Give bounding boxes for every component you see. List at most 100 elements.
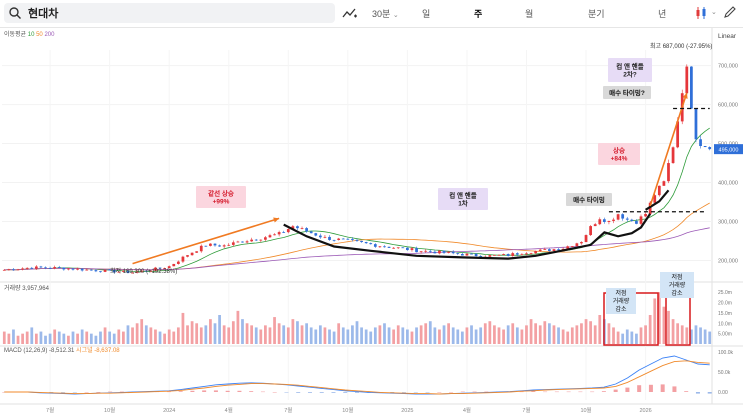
candle-body xyxy=(186,255,189,257)
macd-histogram-bar xyxy=(390,392,395,393)
macd-histogram-bar xyxy=(449,392,454,393)
candle-body xyxy=(25,267,29,269)
candle-body xyxy=(21,268,24,270)
candle-body xyxy=(589,226,592,236)
macd-histogram-bar xyxy=(531,391,536,392)
candle-body xyxy=(80,268,84,271)
volume-bar xyxy=(282,325,286,344)
volume-bar xyxy=(149,327,153,344)
tab-week[interactable]: 주 xyxy=(474,9,483,19)
volume-bar xyxy=(341,327,345,344)
volume-bar xyxy=(497,327,501,344)
macd-histogram-bar xyxy=(578,391,583,393)
volume-bar xyxy=(644,325,647,344)
volume-bar xyxy=(662,306,666,344)
volume-tick-label: 15.0m xyxy=(718,311,732,317)
volume-bar xyxy=(699,327,702,344)
candle-body xyxy=(360,240,363,243)
macd-histogram-bar xyxy=(284,392,289,393)
volume-bar xyxy=(48,333,52,344)
price-tick-label: 400,000 xyxy=(718,181,738,187)
search-input[interactable] xyxy=(28,5,328,21)
tab-year[interactable]: 년 xyxy=(658,9,667,19)
top-toolbar: 30분 ⌄ 일 주 월 분기 년 ⌄ xyxy=(0,0,743,28)
volume-bar xyxy=(332,331,336,344)
candle-style-icon[interactable] xyxy=(694,5,710,21)
volume-bar xyxy=(552,325,556,344)
candle-body xyxy=(612,219,615,221)
annotation-text: 컵 앤 핸들 xyxy=(449,191,477,200)
candle-body xyxy=(460,253,464,256)
candle-body xyxy=(662,181,666,186)
candle-body xyxy=(451,251,455,254)
macd-histogram-bar xyxy=(648,384,653,392)
candle-body xyxy=(346,238,350,240)
volume-bar xyxy=(176,327,180,344)
candle-body xyxy=(406,247,409,251)
tab-quarter[interactable]: 분기 xyxy=(588,9,605,19)
volume-bar xyxy=(163,333,166,344)
tab-day[interactable]: 일 xyxy=(422,9,431,19)
volume-bar xyxy=(415,327,418,344)
candle-body xyxy=(442,250,446,253)
candle-body xyxy=(122,270,125,272)
volume-bar xyxy=(667,310,670,344)
volume-bar xyxy=(470,325,473,344)
candle-body xyxy=(195,251,199,253)
indicator-add-icon[interactable] xyxy=(342,5,358,21)
volume-bar xyxy=(479,327,483,344)
chevron-down-icon[interactable]: ⌄ xyxy=(711,9,717,16)
volume-bar xyxy=(259,329,263,344)
candle-body xyxy=(273,234,276,236)
candle-body xyxy=(419,251,423,253)
candle-body xyxy=(470,253,473,255)
price-tick-label: 700,000 xyxy=(718,64,738,70)
macd-tick-label: 0.00 xyxy=(718,390,728,396)
candle-body xyxy=(396,247,400,249)
volume-bar xyxy=(580,323,583,344)
candle-body xyxy=(676,121,680,148)
candle-body xyxy=(520,254,524,256)
volume-bar xyxy=(703,329,707,344)
volume-bar xyxy=(593,325,597,344)
volume-bar xyxy=(566,331,570,344)
macd-histogram-bar xyxy=(249,391,254,392)
volume-bar xyxy=(401,327,405,344)
candle-body xyxy=(218,245,221,247)
volume-bar xyxy=(548,323,551,344)
trend-arrow-head xyxy=(273,217,280,223)
tab-month[interactable]: 월 xyxy=(525,9,534,19)
macd-value: MACD (12,26,9) -8,512.31 xyxy=(4,348,76,354)
annotation-box xyxy=(598,143,640,165)
candle-body xyxy=(415,248,418,253)
moving-average-line xyxy=(4,227,710,271)
volume-bar xyxy=(144,325,148,344)
volume-bar xyxy=(328,329,331,344)
pencil-icon[interactable] xyxy=(723,5,737,19)
volume-bar xyxy=(671,319,675,344)
candle-body xyxy=(653,195,657,203)
macd-histogram-bar xyxy=(260,391,265,393)
candle-body xyxy=(447,251,450,253)
candle-body xyxy=(209,243,212,246)
volume-bar xyxy=(94,335,98,344)
volume-bar xyxy=(254,327,258,344)
volume-label-text: 저점 xyxy=(615,289,626,297)
candle-body xyxy=(7,269,11,271)
candle-body xyxy=(231,242,235,245)
candle-body xyxy=(167,266,171,268)
candle-body xyxy=(245,241,249,243)
interval-select[interactable]: 30분 ⌄ xyxy=(372,7,399,20)
candle-body xyxy=(213,243,217,246)
candle-body xyxy=(94,270,98,272)
macd-histogram-bar xyxy=(202,390,207,392)
volume-bar xyxy=(16,335,20,344)
candle-body xyxy=(667,163,670,182)
candle-body xyxy=(76,268,79,270)
high-price-label: 최고 687,000 (-27.95%) xyxy=(650,42,712,50)
search-box[interactable] xyxy=(4,3,335,23)
annotation-text: +99% xyxy=(213,199,230,206)
volume-bar xyxy=(483,323,487,344)
volume-tick-label: 20.0m xyxy=(718,301,732,307)
